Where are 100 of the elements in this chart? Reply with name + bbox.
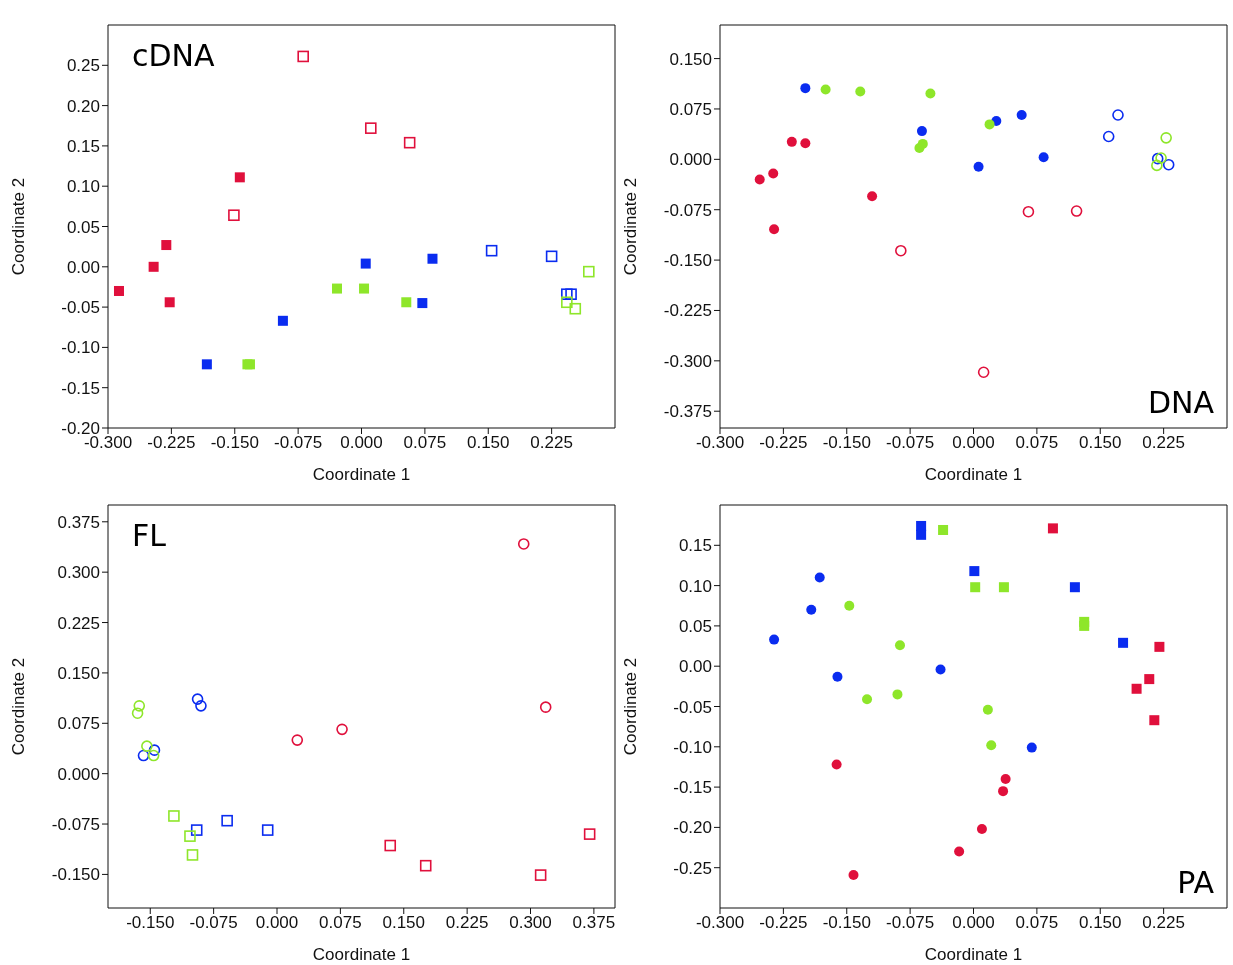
point — [844, 600, 855, 611]
x-tick-label: 0.075 — [1015, 913, 1059, 933]
point — [583, 828, 596, 840]
point — [935, 664, 946, 675]
point — [401, 297, 412, 308]
point — [1131, 683, 1142, 694]
y-tick-label: 0.225 — [57, 613, 100, 633]
point — [916, 529, 927, 540]
point — [917, 138, 928, 149]
point — [583, 265, 595, 278]
point — [832, 671, 843, 682]
point — [800, 83, 811, 94]
point — [561, 296, 573, 309]
point — [1154, 641, 1165, 652]
point — [190, 824, 203, 836]
point — [184, 830, 196, 842]
point — [916, 126, 927, 137]
y-tick-label: 0.075 — [57, 714, 100, 734]
x-tick-label: -0.225 — [759, 433, 808, 453]
x-tick-label: 0.075 — [1015, 433, 1059, 453]
point — [164, 297, 175, 308]
y-tick-label: -0.150 — [51, 865, 100, 885]
point — [848, 869, 859, 880]
point — [1079, 620, 1090, 631]
point — [998, 582, 1009, 593]
point — [569, 302, 582, 315]
y-tick-label: -0.20 — [673, 818, 712, 838]
y-tick-label: -0.075 — [51, 815, 100, 835]
point — [277, 315, 288, 326]
point — [1151, 159, 1163, 172]
point — [228, 209, 240, 222]
point — [403, 136, 416, 149]
point — [427, 253, 438, 264]
point — [168, 810, 180, 822]
x-tick-label: 0.225 — [1142, 433, 1185, 453]
point — [419, 859, 432, 872]
point — [769, 634, 780, 645]
x-axis-title: Coordinate 1 — [312, 945, 411, 964]
point — [954, 846, 965, 857]
y-tick-label: 0.000 — [57, 764, 100, 784]
point — [1070, 205, 1083, 217]
point — [862, 694, 873, 705]
point — [977, 366, 990, 379]
y-tick-label: 0.000 — [669, 150, 712, 170]
y-tick-label: 0.375 — [57, 512, 100, 532]
y-tick-label: -0.05 — [673, 697, 712, 717]
point — [147, 749, 160, 762]
point — [1160, 132, 1172, 144]
point — [221, 814, 233, 827]
point — [800, 138, 811, 149]
point — [892, 689, 903, 700]
point — [133, 700, 146, 712]
x-axis-title: Coordinate 1 — [312, 465, 411, 484]
point — [195, 700, 207, 712]
x-tick-label: 0.150 — [1078, 913, 1122, 933]
text: DNA — [1147, 385, 1214, 420]
point — [1102, 130, 1115, 143]
point — [1022, 205, 1035, 218]
text: PA — [1177, 865, 1214, 900]
y-tick-label: -0.225 — [663, 301, 712, 321]
point — [131, 707, 144, 720]
point — [517, 538, 530, 550]
point — [297, 50, 309, 63]
y-tick-label: 0.300 — [57, 563, 100, 583]
point — [1038, 152, 1049, 163]
y-tick-label: 0.20 — [66, 96, 100, 116]
x-tick-label: 0.075 — [319, 913, 362, 933]
point — [234, 172, 245, 183]
point — [1016, 110, 1027, 120]
point — [417, 298, 428, 309]
x-tick-label: -0.075 — [189, 913, 238, 933]
y-tick-label: -0.15 — [673, 778, 712, 798]
point — [806, 604, 817, 615]
y-tick-label: -0.150 — [663, 251, 712, 271]
point — [998, 786, 1009, 797]
y-tick-label: -0.375 — [663, 402, 712, 422]
x-tick-label: 0.000 — [952, 913, 995, 933]
y-tick-label: -0.25 — [673, 858, 712, 878]
y-axis-title: Coordinate 2 — [9, 177, 29, 276]
point — [148, 261, 159, 272]
x-tick-label: 0.150 — [382, 913, 426, 933]
point — [336, 723, 348, 736]
point — [894, 640, 905, 651]
x-tick-label: -0.300 — [695, 913, 745, 933]
point — [534, 869, 547, 881]
point — [831, 759, 842, 770]
point — [969, 566, 980, 577]
point — [973, 161, 984, 172]
x-tick-label: -0.150 — [822, 433, 871, 453]
point — [895, 244, 907, 257]
point — [867, 191, 878, 202]
y-axis-title: Coordinate 2 — [9, 657, 29, 756]
x-tick-label: -0.150 — [210, 433, 259, 453]
point — [1151, 152, 1164, 165]
text: cDNA — [132, 38, 215, 73]
point — [938, 524, 949, 535]
point — [768, 168, 779, 179]
y-tick-label: -0.10 — [61, 338, 100, 358]
x-axis-title: Coordinate 1 — [924, 465, 1023, 484]
point — [970, 582, 981, 593]
